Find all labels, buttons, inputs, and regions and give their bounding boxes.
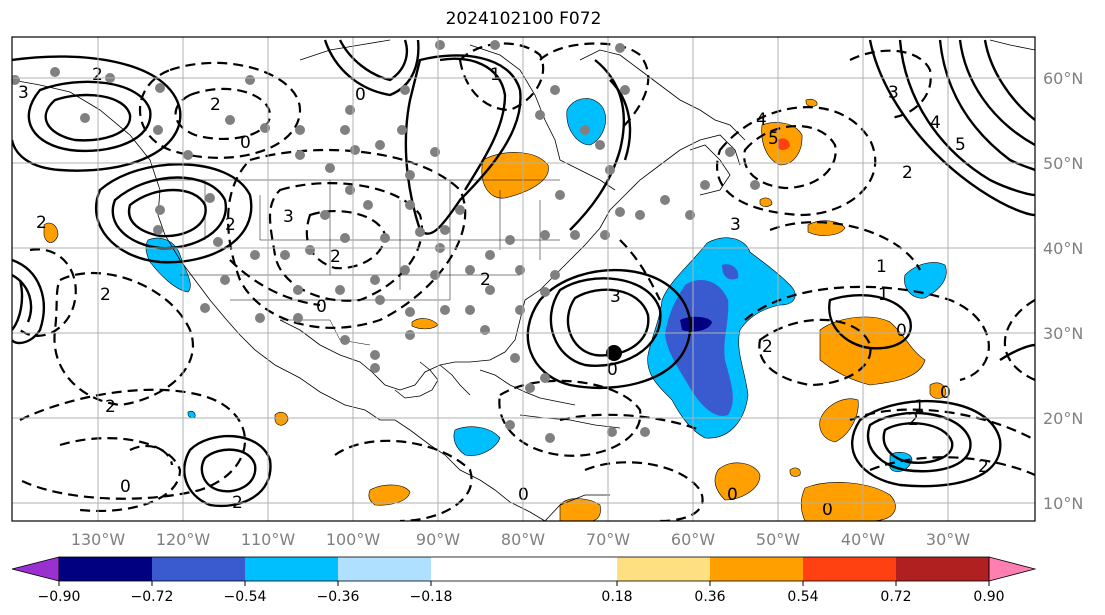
contour-label: 3: [730, 215, 741, 235]
lon-label: 70°W: [586, 530, 630, 549]
colorbar-tick-label: −0.90: [38, 589, 81, 605]
colorbar-tick-label: 0.36: [694, 589, 725, 605]
contour-label: 2: [762, 337, 773, 357]
colorbar-tick-label: −0.72: [131, 589, 174, 605]
colorbar-outline: [58, 556, 990, 582]
coastlines: [12, 39, 1035, 521]
shading-layer: [43, 98, 947, 521]
contour-label: 4: [930, 113, 941, 133]
contour-label: 2: [225, 215, 236, 235]
contour-label: 2: [330, 247, 341, 267]
lon-label: 120°W: [156, 530, 211, 549]
contour-label: 2: [210, 95, 221, 115]
colorbar-tick-label: −0.54: [224, 589, 267, 605]
high-center-marker: [778, 142, 786, 150]
contour-label: 0: [316, 297, 327, 317]
colorbar-tick-label: −0.18: [410, 589, 453, 605]
lat-label: 40°N: [1043, 239, 1083, 258]
colorbar-segment: [245, 557, 339, 581]
contour-label: 2: [36, 213, 47, 233]
dashed-contours: [19, 42, 1035, 521]
contour-label: 0: [607, 360, 618, 380]
storm-center-marker: [606, 345, 622, 361]
contour-label: 2: [908, 410, 919, 430]
contour-label: 5: [955, 135, 966, 155]
colorbar-tick-label: 0.18: [601, 589, 632, 605]
lon-label: 40°W: [841, 530, 885, 549]
contour-label: 0: [120, 477, 131, 497]
lat-label: 30°N: [1043, 324, 1083, 343]
colorbar: −0.90 −0.72 −0.54 −0.36 −0.18 0.18 0.36 0.54 0.7…: [11, 556, 1037, 605]
map-frame: [11, 36, 1036, 522]
latitude-labels: 60°N 50°N 40°N 30°N 20°N 10°N: [1043, 69, 1083, 513]
contour-label: 2: [92, 65, 103, 85]
lon-label: 50°W: [756, 530, 800, 549]
contour-label: 4: [756, 110, 767, 130]
map-title: 2024102100 F072: [445, 9, 602, 29]
lon-label: 130°W: [71, 530, 126, 549]
lon-label: 30°W: [926, 530, 970, 549]
contour-label: 0: [940, 383, 951, 403]
colorbar-tick-label: −0.36: [317, 589, 360, 605]
contour-label: 1: [914, 397, 925, 417]
contour-label: 0: [822, 500, 833, 520]
contour-label: 2: [902, 163, 913, 183]
contour-label: 1: [490, 65, 501, 85]
colorbar-segment: [152, 557, 246, 581]
colorbar-tick-label: 0.72: [880, 589, 911, 605]
colorbar-extend-max: [988, 556, 1037, 582]
colorbar-segment: [524, 557, 618, 581]
colorbar-tick-label: 0.90: [973, 589, 1004, 605]
contour-label: 5: [768, 129, 779, 149]
contour-label: 3: [610, 287, 621, 307]
contour-label: 2: [100, 285, 111, 305]
lon-label: 90°W: [416, 530, 460, 549]
lat-label: 50°N: [1043, 154, 1083, 173]
contour-label: 3: [18, 83, 29, 103]
contour-label: 1: [876, 257, 887, 277]
lon-label: 100°W: [326, 530, 381, 549]
contour-label: 0: [727, 485, 738, 505]
contour-label: 2: [480, 270, 491, 290]
colorbar-tick-label: 0.54: [787, 589, 818, 605]
contour-label: 3: [283, 207, 294, 227]
lon-label: 110°W: [241, 530, 296, 549]
contour-label: 0: [240, 133, 251, 153]
lat-label: 60°N: [1043, 69, 1083, 88]
colorbar-segment: [896, 557, 990, 581]
lat-label: 20°N: [1043, 409, 1083, 428]
longitude-labels: 130°W 120°W 110°W 100°W 90°W 80°W 70°W 6…: [71, 530, 970, 549]
lat-label: 10°N: [1043, 494, 1083, 513]
colorbar-segment: [617, 557, 711, 581]
lon-label: 80°W: [501, 530, 545, 549]
colorbar-segment: [710, 557, 804, 581]
contour-label: 3: [888, 83, 899, 103]
contour-label: 0: [896, 321, 907, 341]
solid-contours: [12, 39, 1035, 508]
contour-label: 2: [978, 457, 989, 477]
contour-label: 2: [105, 397, 116, 417]
colorbar-segment: [803, 557, 897, 581]
contour-label: 1: [878, 285, 889, 305]
colorbar-segment: [431, 557, 525, 581]
contour-label: 0: [355, 85, 366, 105]
lon-label: 60°W: [671, 530, 715, 549]
colorbar-segment: [338, 557, 432, 581]
gridlines: [12, 37, 1035, 521]
colorbar-segment: [59, 557, 153, 581]
colorbar-extend-min: [11, 556, 60, 582]
